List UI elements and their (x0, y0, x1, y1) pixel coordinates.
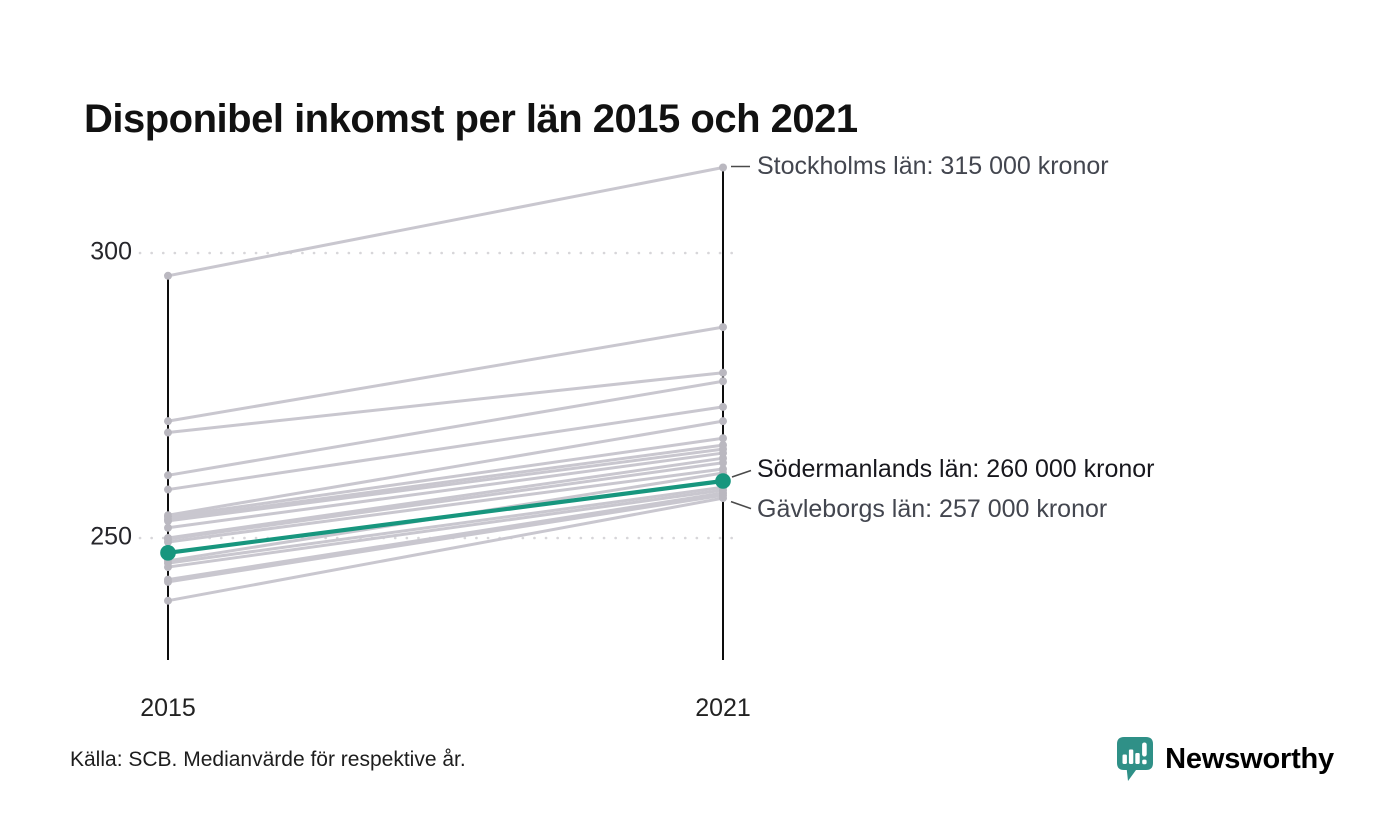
county-dot-2021 (719, 458, 727, 467)
chart-title: Disponibel inkomst per län 2015 och 2021 (84, 96, 858, 141)
y-axis-tick-300: 300 (90, 237, 132, 266)
county-dot-2021 (719, 449, 727, 458)
county-dot-2015 (164, 537, 172, 546)
annotation-sodermanland: Södermanlands län: 260 000 kronor (757, 454, 1155, 483)
newsworthy-logo: Newsworthy (1115, 735, 1334, 783)
county-line (167, 447, 724, 523)
county-dot-2021 (719, 445, 727, 454)
county-dot-2015 (164, 535, 172, 544)
county-line (167, 456, 724, 540)
county-line (167, 496, 724, 603)
highlighted-dot-2015 (160, 545, 176, 561)
annotation-gavleborg: Gävleborgs län: 257 000 kronor (757, 495, 1108, 524)
county-dot-2015 (164, 512, 172, 521)
county-line (167, 371, 724, 435)
county-dot-2015 (164, 417, 172, 426)
county-line (167, 405, 724, 492)
county-dot-2021 (719, 486, 727, 495)
county-dot-2015 (164, 511, 172, 520)
county-line (167, 471, 724, 563)
county-dot-2021 (719, 469, 727, 478)
county-dot-2015 (164, 556, 172, 565)
county-dot-2021 (719, 488, 727, 497)
county-dot-2015 (164, 559, 172, 568)
county-dot-2015 (164, 515, 172, 524)
county-line (167, 325, 724, 423)
county-line (167, 379, 724, 477)
county-line (167, 419, 724, 517)
county-dot-2015 (164, 471, 172, 480)
county-dot-2021 (719, 368, 727, 377)
county-dot-2015 (164, 516, 172, 525)
county-line (167, 467, 724, 544)
county-dot-2021 (719, 163, 727, 172)
county-dot-2021 (719, 454, 727, 463)
county-line (167, 493, 724, 584)
x-axis-label-2021: 2021 (695, 694, 751, 722)
annotation-connector (730, 500, 752, 510)
county-line (167, 443, 724, 521)
county-line (167, 491, 724, 582)
county-dot-2021 (719, 402, 727, 411)
county-dot-2021 (719, 491, 727, 500)
newsworthy-logo-text: Newsworthy (1165, 742, 1334, 775)
county-dot-2015 (164, 577, 172, 586)
county-dot-2015 (164, 485, 172, 494)
x-axis-label-2015: 2015 (140, 694, 196, 722)
county-dot-2021 (719, 483, 727, 492)
county-dot-2015 (164, 575, 172, 584)
county-dot-2015 (164, 428, 172, 437)
county-dot-2015 (164, 271, 172, 280)
newsworthy-logo-icon (1115, 735, 1155, 783)
county-line (167, 485, 724, 565)
county-line (167, 461, 724, 541)
county-dot-2021 (719, 323, 727, 332)
county-dot-2021 (719, 441, 727, 450)
county-dot-2021 (719, 417, 727, 426)
county-line (167, 488, 724, 569)
county-dot-2021 (719, 377, 727, 386)
county-dot-2021 (719, 494, 727, 503)
highlighted-county-line (167, 478, 724, 555)
highlighted-dot-2021 (715, 473, 731, 489)
county-dot-2021 (719, 465, 727, 474)
y-axis-tick-250: 250 (90, 522, 132, 551)
county-dot-2021 (719, 434, 727, 443)
annotation-stockholm: Stockholms län: 315 000 kronor (757, 151, 1109, 180)
county-dot-2015 (164, 534, 172, 542)
county-line (167, 166, 724, 278)
county-dot-2015 (164, 523, 172, 532)
county-line (167, 436, 724, 519)
county-line (167, 451, 724, 530)
county-dot-2015 (164, 563, 172, 572)
source-note: Källa: SCB. Medianvärde för respektive å… (70, 748, 466, 771)
county-dot-2015 (164, 596, 172, 605)
annotation-connector (731, 469, 752, 478)
